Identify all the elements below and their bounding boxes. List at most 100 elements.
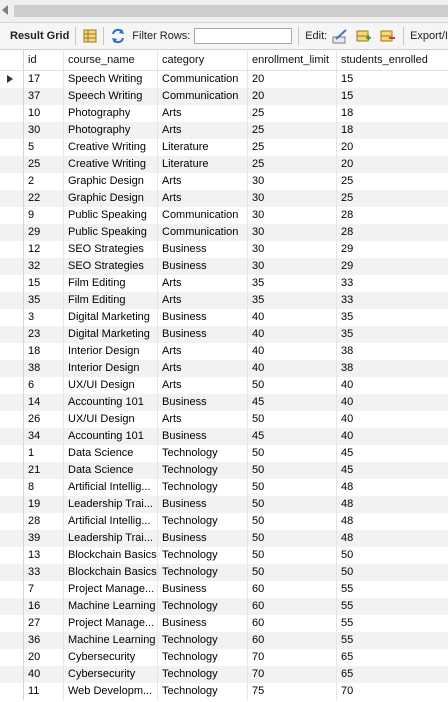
cell-id[interactable]: 38: [24, 360, 64, 377]
cell-students-enrolled[interactable]: 33: [341, 277, 354, 289]
cell-category[interactable]: Technology: [158, 462, 248, 479]
row-selector[interactable]: [0, 156, 24, 173]
cell-students-enrolled[interactable]: 15: [341, 90, 354, 102]
cell-id[interactable]: 29: [24, 224, 64, 241]
cell-id[interactable]: 34: [24, 428, 64, 445]
cell-students-enrolled[interactable]: 38: [341, 362, 354, 374]
row-selector[interactable]: [0, 428, 24, 445]
cell-students-enrolled[interactable]: 29: [341, 243, 354, 255]
cell-course-name[interactable]: Machine Learning: [64, 598, 158, 615]
cell-students-enrolled[interactable]: 55: [341, 583, 354, 595]
cell-category[interactable]: Technology: [158, 683, 248, 700]
cell-students-enrolled[interactable]: 29: [341, 260, 354, 272]
row-selector[interactable]: [0, 632, 24, 649]
cell-course-name[interactable]: Leadership Trai...: [64, 530, 158, 547]
cell-course-name[interactable]: Film Editing: [64, 275, 158, 292]
row-selector[interactable]: [0, 139, 24, 156]
cell-enrollment-limit[interactable]: 25: [248, 122, 337, 139]
cell-enrollment-limit[interactable]: 25: [248, 105, 337, 122]
row-selector[interactable]: [0, 547, 24, 564]
row-selector[interactable]: [0, 394, 24, 411]
table-row[interactable]: 13 Blockchain Basics Technology 50 50: [0, 547, 448, 564]
table-row[interactable]: 38 Interior Design Arts 40 38: [0, 360, 448, 377]
cell-id[interactable]: 33: [24, 564, 64, 581]
cell-enrollment-limit[interactable]: 50: [248, 496, 337, 513]
row-selector[interactable]: [0, 513, 24, 530]
cell-course-name[interactable]: Web Developm...: [64, 683, 158, 700]
cell-category[interactable]: Technology: [158, 513, 248, 530]
table-row[interactable]: 35 Film Editing Arts 35 33: [0, 292, 448, 309]
cell-students-enrolled[interactable]: 50: [341, 549, 354, 561]
cell-enrollment-limit[interactable]: 45: [248, 428, 337, 445]
cell-students-enrolled[interactable]: 48: [341, 532, 354, 544]
cell-enrollment-limit[interactable]: 50: [248, 530, 337, 547]
cell-course-name[interactable]: Film Editing: [64, 292, 158, 309]
table-row[interactable]: 12 SEO Strategies Business 30 29: [0, 241, 448, 258]
row-selector[interactable]: [0, 598, 24, 615]
cell-enrollment-limit[interactable]: 35: [248, 275, 337, 292]
cell-enrollment-limit[interactable]: 40: [248, 343, 337, 360]
cell-enrollment-limit[interactable]: 60: [248, 615, 337, 632]
cell-students-enrolled[interactable]: 40: [341, 396, 354, 408]
cell-students-enrolled[interactable]: 25: [341, 192, 354, 204]
table-row[interactable]: 23 Digital Marketing Business 40 35: [0, 326, 448, 343]
cell-students-enrolled[interactable]: 20: [341, 141, 354, 153]
delete-row-icon[interactable]: [379, 27, 397, 45]
table-row[interactable]: 7 Project Manage... Business 60 55: [0, 581, 448, 598]
row-selector[interactable]: [0, 309, 24, 326]
cell-category[interactable]: Arts: [158, 360, 248, 377]
row-selector[interactable]: [0, 224, 24, 241]
cell-course-name[interactable]: Photography: [64, 122, 158, 139]
cell-course-name[interactable]: Data Science: [64, 462, 158, 479]
cell-students-enrolled[interactable]: 28: [341, 209, 354, 221]
cell-category[interactable]: Communication: [158, 224, 248, 241]
cell-category[interactable]: Business: [158, 326, 248, 343]
cell-course-name[interactable]: Creative Writing: [64, 156, 158, 173]
cell-students-enrolled[interactable]: 45: [341, 464, 354, 476]
row-selector[interactable]: [0, 683, 24, 700]
cell-enrollment-limit[interactable]: 30: [248, 258, 337, 275]
table-row[interactable]: 40 Cybersecurity Technology 70 65: [0, 666, 448, 683]
cell-enrollment-limit[interactable]: 20: [248, 88, 337, 105]
cell-category[interactable]: Arts: [158, 173, 248, 190]
cell-id[interactable]: 23: [24, 326, 64, 343]
table-row[interactable]: 26 UX/UI Design Arts 50 40: [0, 411, 448, 428]
cell-students-enrolled[interactable]: 38: [341, 345, 354, 357]
cell-students-enrolled[interactable]: 48: [341, 498, 354, 510]
cell-enrollment-limit[interactable]: 25: [248, 139, 337, 156]
cell-category[interactable]: Technology: [158, 445, 248, 462]
cell-enrollment-limit[interactable]: 30: [248, 173, 337, 190]
cell-course-name[interactable]: Digital Marketing: [64, 309, 158, 326]
cell-students-enrolled[interactable]: 50: [341, 566, 354, 578]
table-row[interactable]: 16 Machine Learning Technology 60 55: [0, 598, 448, 615]
table-row[interactable]: 1 Data Science Technology 50 45: [0, 445, 448, 462]
cell-enrollment-limit[interactable]: 30: [248, 241, 337, 258]
cell-course-name[interactable]: Accounting 101: [64, 428, 158, 445]
export-label[interactable]: Export/I: [410, 30, 448, 42]
table-row[interactable]: 20 Cybersecurity Technology 70 65: [0, 649, 448, 666]
cell-enrollment-limit[interactable]: 50: [248, 462, 337, 479]
table-row[interactable]: 6 UX/UI Design Arts 50 40: [0, 377, 448, 394]
cell-students-enrolled[interactable]: 35: [341, 328, 354, 340]
cell-students-enrolled[interactable]: 28: [341, 226, 354, 238]
cell-course-name[interactable]: Artificial Intellig...: [64, 479, 158, 496]
table-row[interactable]: 17 Speech Writing Communication 20 15: [0, 71, 448, 88]
cell-enrollment-limit[interactable]: 40: [248, 309, 337, 326]
cell-enrollment-limit[interactable]: 60: [248, 632, 337, 649]
row-selector[interactable]: [0, 479, 24, 496]
cell-category[interactable]: Technology: [158, 479, 248, 496]
table-row[interactable]: 22 Graphic Design Arts 30 25: [0, 190, 448, 207]
cell-students-enrolled[interactable]: 40: [341, 430, 354, 442]
cell-course-name[interactable]: Cybersecurity: [64, 666, 158, 683]
cell-id[interactable]: 2: [24, 173, 64, 190]
cell-category[interactable]: Arts: [158, 292, 248, 309]
row-selector[interactable]: [0, 326, 24, 343]
cell-course-name[interactable]: Digital Marketing: [64, 326, 158, 343]
cell-enrollment-limit[interactable]: 25: [248, 156, 337, 173]
cell-students-enrolled[interactable]: 48: [341, 481, 354, 493]
cell-students-enrolled[interactable]: 55: [341, 634, 354, 646]
cell-students-enrolled[interactable]: 35: [341, 311, 354, 323]
cell-students-enrolled[interactable]: 65: [341, 651, 354, 663]
cell-id[interactable]: 25: [24, 156, 64, 173]
table-row[interactable]: 25 Creative Writing Literature 25 20: [0, 156, 448, 173]
